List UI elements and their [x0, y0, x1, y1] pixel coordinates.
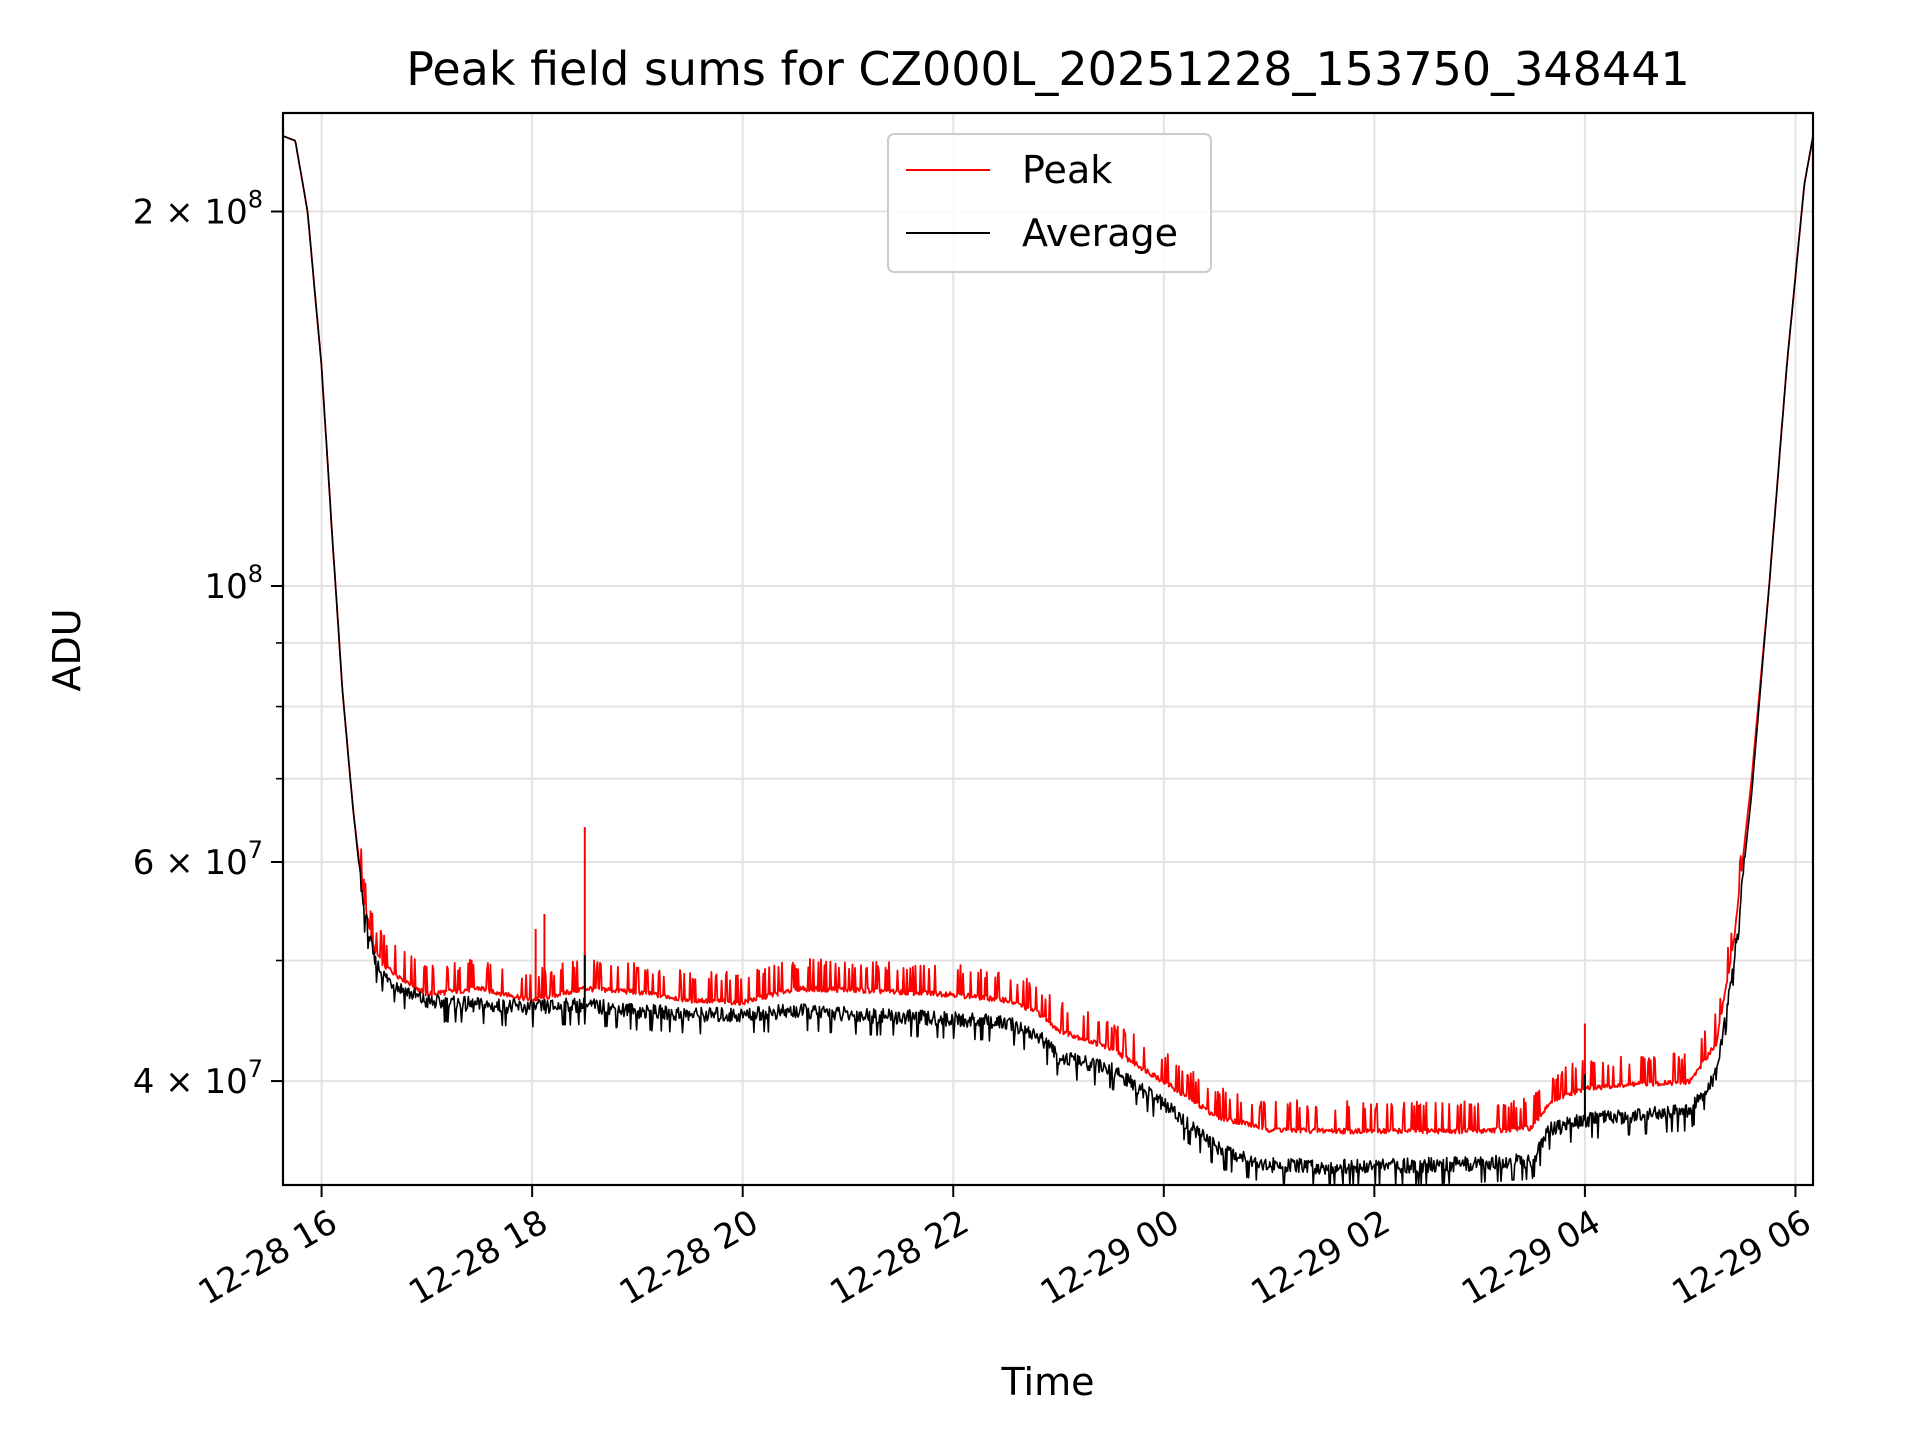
legend-label-peak: Peak — [1022, 148, 1112, 192]
series-line-peak — [282, 135, 1814, 1135]
chart-title: Peak field sums for CZ000L_20251228_1537… — [406, 42, 1690, 96]
legend-label-average: Average — [1022, 211, 1178, 255]
y-tick-label: 108 — [204, 560, 263, 607]
legend: Peak Average — [887, 133, 1212, 273]
y-axis-label: ADU — [45, 608, 89, 691]
y-axis: 2 × 108 108 6 × 107 4 × 107 — [133, 186, 283, 1102]
y-tick-label: 2 × 108 — [133, 186, 263, 233]
legend-box — [887, 133, 1212, 273]
x-axis-label: Time — [1001, 1360, 1095, 1404]
y-tick-label: 4 × 107 — [133, 1055, 263, 1102]
series-line-average — [282, 135, 1814, 1186]
plot-frame — [281, 111, 1815, 1187]
series-layer — [282, 135, 1814, 1186]
y-tick-label: 6 × 107 — [133, 836, 263, 883]
grid-lines — [283, 113, 1813, 1185]
